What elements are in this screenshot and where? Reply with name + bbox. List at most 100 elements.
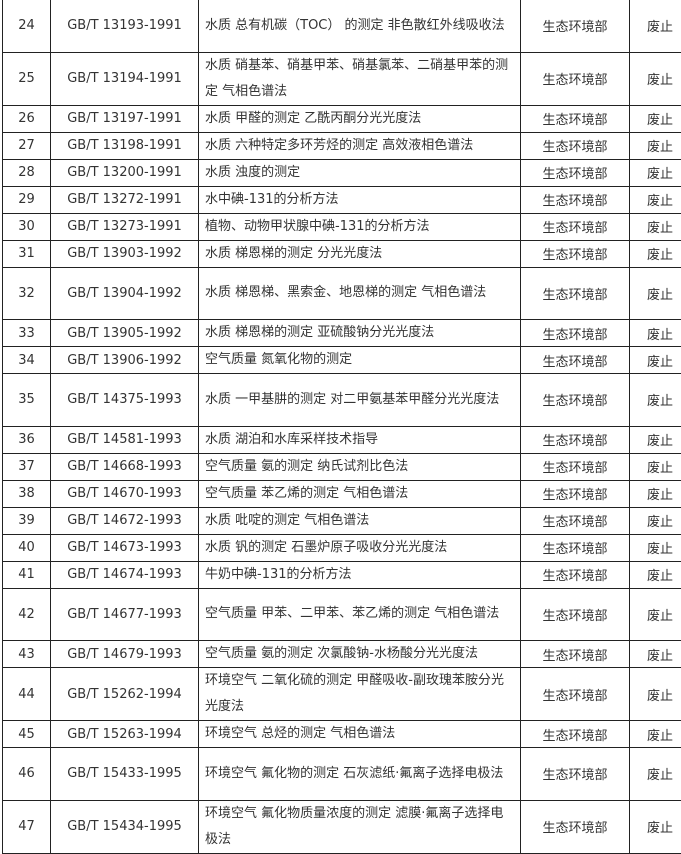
row-number: 31 [3,240,51,267]
department: 生态环境部 [521,132,630,159]
row-number: 32 [3,267,51,320]
row-number: 25 [3,52,51,105]
department: 生态环境部 [521,426,630,453]
department: 生态环境部 [521,105,630,132]
standard-code: GB/T 14679-1993 [51,641,199,668]
row-number: 28 [3,159,51,186]
row-number: 45 [3,721,51,748]
standard-code: GB/T 15433-1995 [51,748,199,801]
status-cell: 废止 [630,588,681,641]
row-number: 47 [3,800,51,853]
standard-title: 空气质量 苯乙烯的测定 气相色谱法 [199,480,521,507]
standard-code: GB/T 14668-1993 [51,453,199,480]
department: 生态环境部 [521,561,630,588]
standard-title: 空气质量 氨的测定 纳氏试剂比色法 [199,453,521,480]
standard-title: 水质 梯恩梯的测定 亚硫酸钠分光光度法 [199,320,521,347]
standard-code: GB/T 13905-1992 [51,320,199,347]
department: 生态环境部 [521,588,630,641]
row-number: 26 [3,105,51,132]
row-number: 35 [3,374,51,427]
status-cell: 废止 [630,0,681,52]
status-cell: 废止 [630,132,681,159]
standard-code: GB/T 15263-1994 [51,721,199,748]
row-number: 30 [3,213,51,240]
status-cell: 废止 [630,240,681,267]
standard-code: GB/T 14677-1993 [51,588,199,641]
standard-title: 水质 梯恩梯的测定 分光光度法 [199,240,521,267]
standard-title: 水质 总有机碳（TOC） 的测定 非色散红外线吸收法 [199,0,521,52]
department: 生态环境部 [521,320,630,347]
standard-code: GB/T 13272-1991 [51,186,199,213]
department: 生态环境部 [521,0,630,52]
standard-code: GB/T 13198-1991 [51,132,199,159]
department: 生态环境部 [521,213,630,240]
standard-title: 环境空气 二氧化硫的测定 甲醛吸收-副玫瑰苯胺分光光度法 [199,668,521,721]
department: 生态环境部 [521,374,630,427]
row-number: 39 [3,507,51,534]
standard-title: 牛奶中碘-131的分析方法 [199,561,521,588]
status-cell: 废止 [630,641,681,668]
standard-title: 水质 一甲基肼的测定 对二甲氨基苯甲醛分光光度法 [199,374,521,427]
status-cell: 废止 [630,347,681,374]
row-number: 38 [3,480,51,507]
standard-title: 空气质量 氨的测定 次氯酸钠-水杨酸分光光度法 [199,641,521,668]
standard-code: GB/T 13193-1991 [51,0,199,52]
standard-title: 空气质量 甲苯、二甲苯、苯乙烯的测定 气相色谱法 [199,588,521,641]
standard-code: GB/T 14375-1993 [51,374,199,427]
status-cell: 废止 [630,480,681,507]
department: 生态环境部 [521,347,630,374]
department: 生态环境部 [521,534,630,561]
status-cell: 废止 [630,267,681,320]
standard-title: 水质 浊度的测定 [199,159,521,186]
department: 生态环境部 [521,800,630,853]
row-number: 42 [3,588,51,641]
row-number: 46 [3,748,51,801]
row-number: 43 [3,641,51,668]
standard-code: GB/T 13200-1991 [51,159,199,186]
department: 生态环境部 [521,641,630,668]
standard-code: GB/T 13906-1992 [51,347,199,374]
standard-title: 水质 梯恩梯、黑索金、地恩梯的测定 气相色谱法 [199,267,521,320]
row-number: 37 [3,453,51,480]
status-cell: 废止 [630,213,681,240]
status-cell: 废止 [630,721,681,748]
standard-code: GB/T 14674-1993 [51,561,199,588]
standard-title: 水质 吡啶的测定 气相色谱法 [199,507,521,534]
standard-title: 水质 湖泊和水库采样技术指导 [199,426,521,453]
status-cell: 废止 [630,186,681,213]
status-cell: 废止 [630,159,681,186]
department: 生态环境部 [521,240,630,267]
row-number: 44 [3,668,51,721]
standard-title: 水中碘-131的分析方法 [199,186,521,213]
department: 生态环境部 [521,186,630,213]
status-cell: 废止 [630,453,681,480]
department: 生态环境部 [521,748,630,801]
standard-title: 水质 硝基苯、硝基甲苯、硝基氯苯、二硝基甲苯的测定 气相色谱法 [199,52,521,105]
standard-title: 环境空气 氟化物的测定 石灰滤纸·氟离子选择电极法 [199,748,521,801]
row-number: 24 [3,0,51,52]
row-number: 41 [3,561,51,588]
standard-title: 环境空气 氟化物质量浓度的测定 滤膜·氟离子选择电极法 [199,800,521,853]
row-number: 40 [3,534,51,561]
standard-code: GB/T 13197-1991 [51,105,199,132]
department: 生态环境部 [521,721,630,748]
department: 生态环境部 [521,668,630,721]
